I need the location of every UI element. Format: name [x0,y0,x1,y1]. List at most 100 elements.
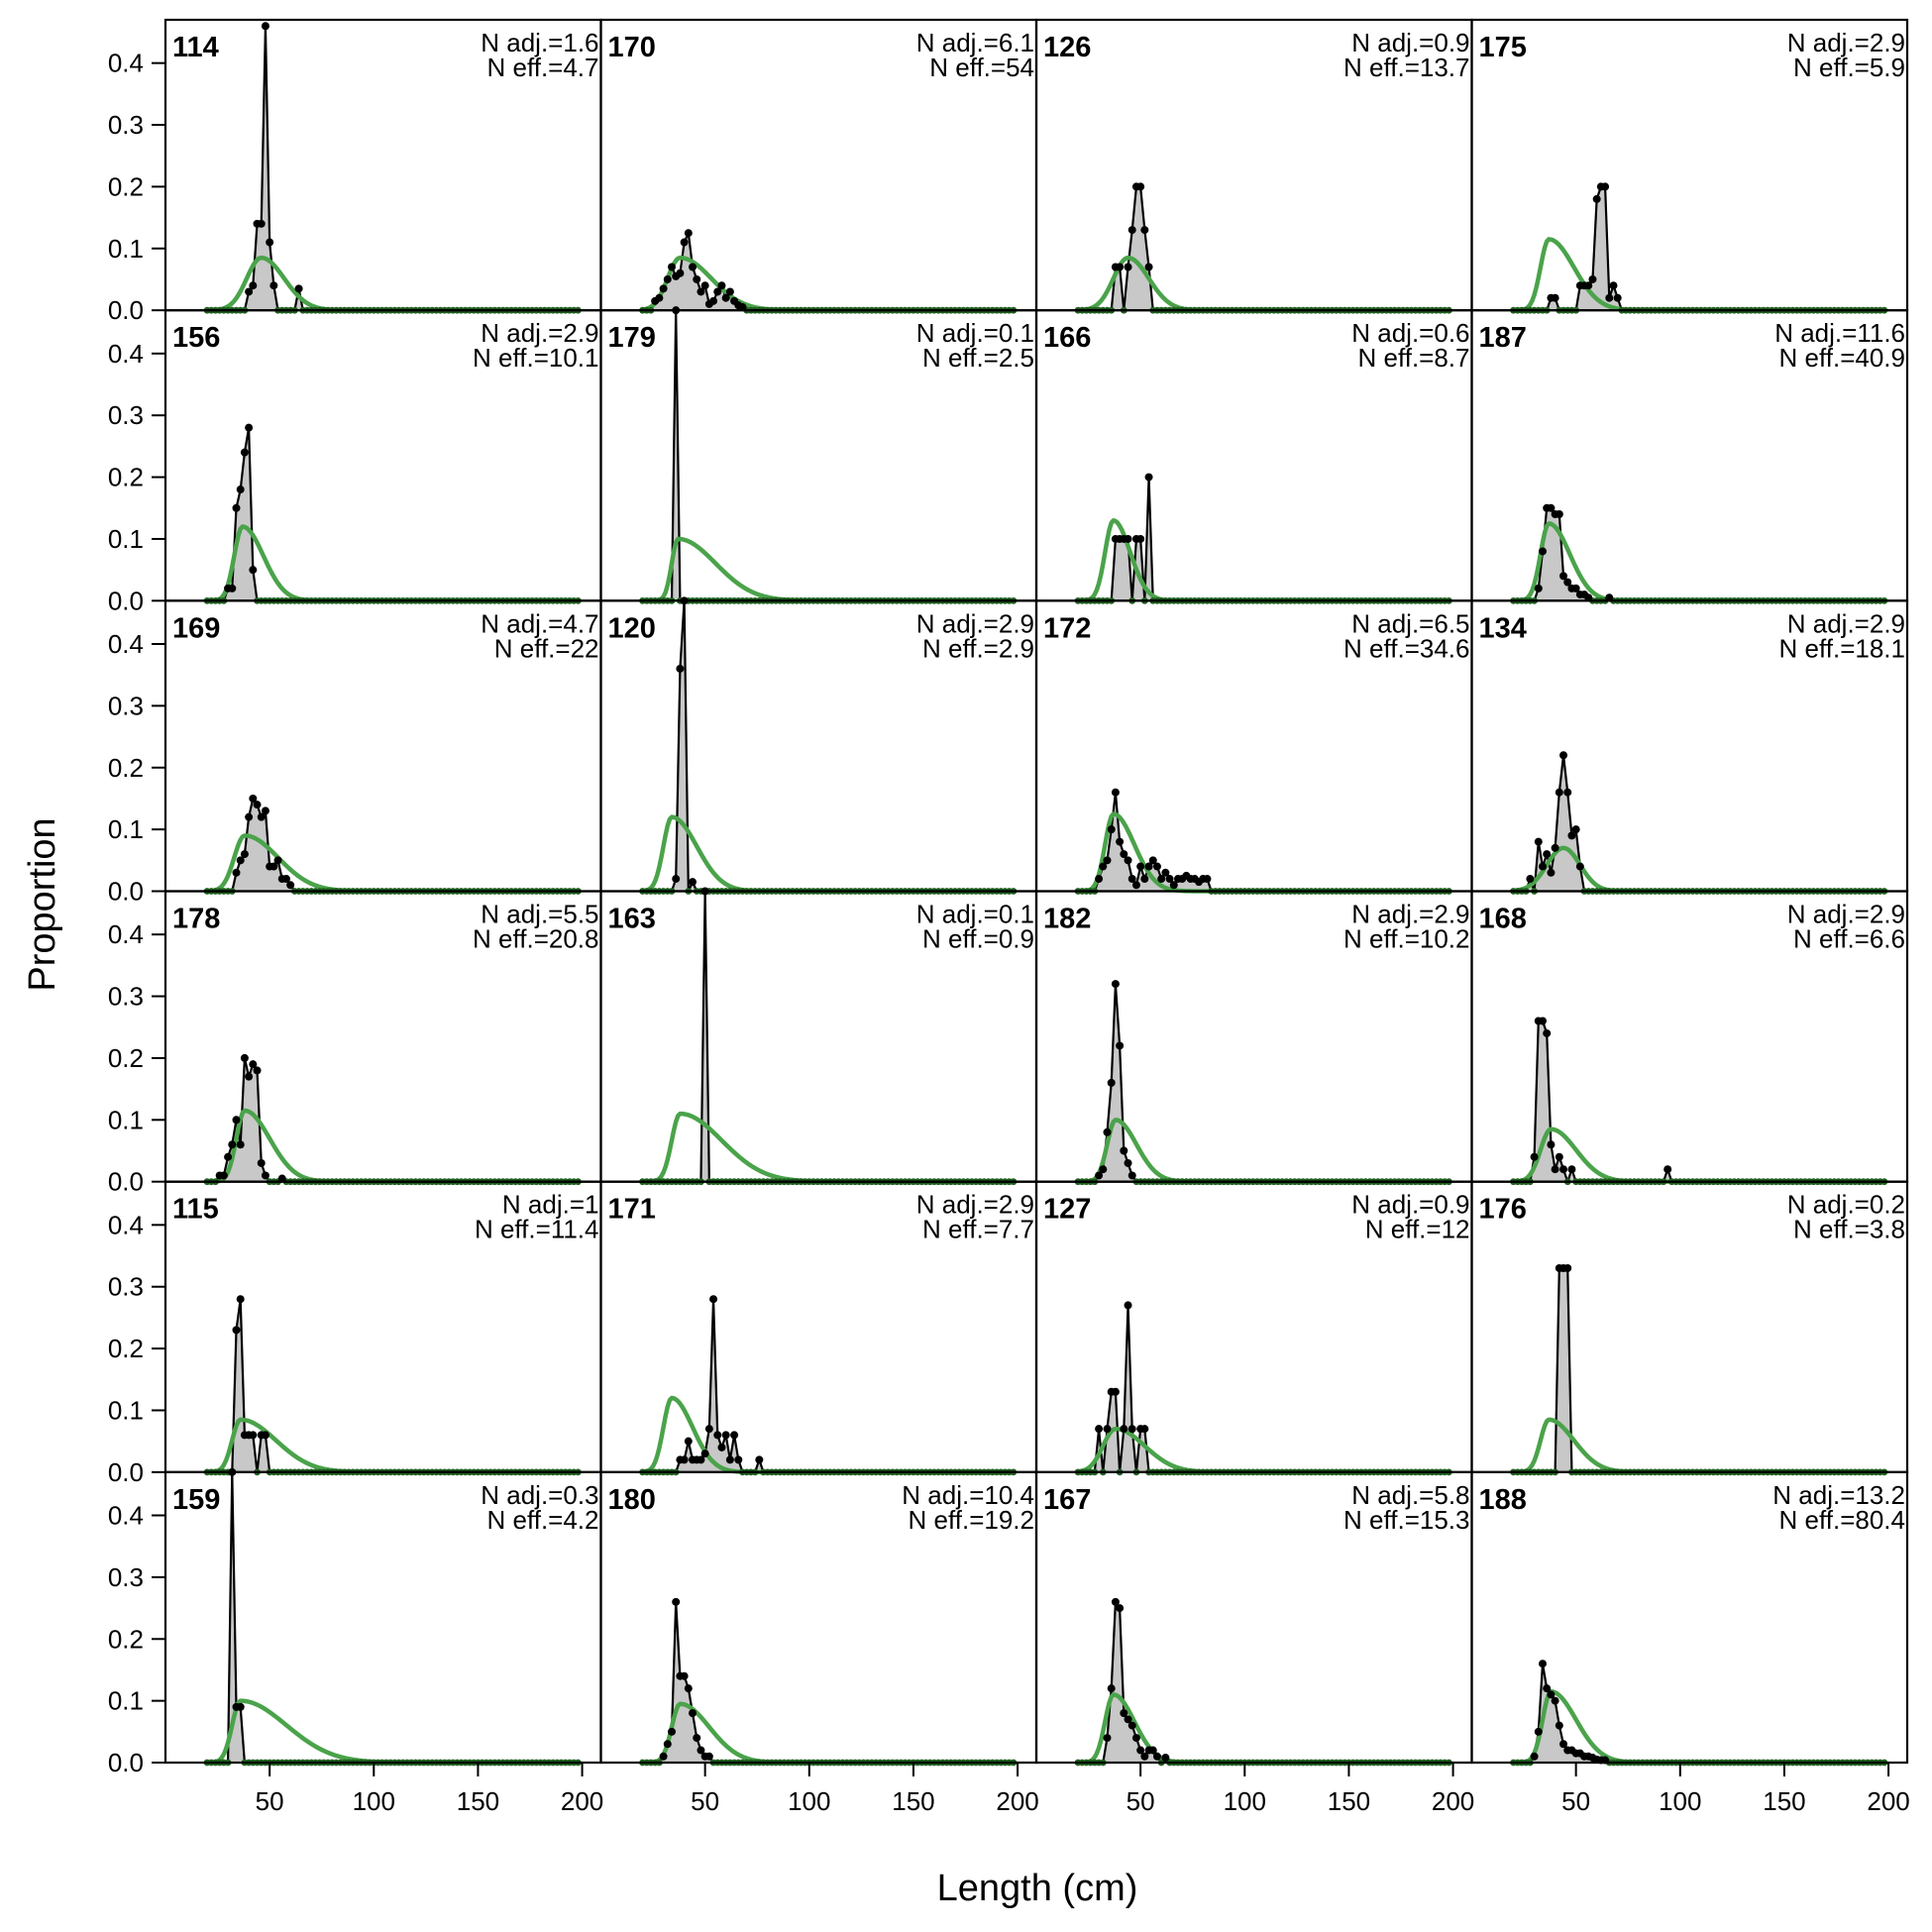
y-tick-label: 0.1 [108,524,144,554]
x-tick-label: 200 [1432,1786,1474,1816]
observed-point [1107,1684,1116,1693]
observed-point [1165,875,1174,884]
n-eff-label: N eff.=20.8 [473,924,598,954]
observed-point [1203,875,1212,884]
observed-point [1095,875,1104,884]
observed-point [1095,1171,1104,1180]
y-tick-label: 0.4 [108,49,144,78]
n-eff-label: N eff.=0.9 [922,924,1034,954]
panel-id-label: 167 [1043,1484,1091,1516]
observed-point [1140,875,1149,884]
y-tick-label: 0.4 [108,339,144,369]
observed-point [1136,182,1145,191]
n-adj-label: N adj.=0.9 [1351,28,1469,57]
x-tick-label: 100 [353,1786,395,1816]
observed-point [232,1326,241,1335]
observed-point [245,1072,254,1081]
observed-point [1588,274,1597,283]
x-tick-label: 200 [1867,1786,1909,1816]
y-tick-label: 0.3 [108,400,144,430]
observed-point [1124,1158,1132,1167]
observed-point [1551,1696,1559,1705]
observed-point [261,22,269,31]
observed-point [713,1431,722,1440]
panel-id-label: 171 [608,1194,656,1226]
observed-point [1547,503,1556,512]
panel-id-label: 187 [1479,322,1527,354]
x-tick-label: 200 [996,1786,1038,1816]
observed-point [1144,263,1153,271]
n-eff-label: N eff.=40.9 [1779,343,1905,373]
panel-178: 178 N adj.=5.5N eff.=20.8 0.0 0.1 0.2 0.3 0.4 [108,890,602,1197]
observed-point [684,1437,693,1446]
observed-point [1609,281,1618,290]
panel-182: 182 N adj.=2.9N eff.=10.2 [1034,890,1473,1186]
observed-point [709,1295,718,1304]
observed-point [1136,1746,1145,1755]
observed-point [1111,1387,1120,1396]
observed-point [1103,1127,1112,1136]
observed-point [1530,1152,1539,1161]
observed-point [1116,1041,1125,1050]
panel-179: 179 N adj.=0.1N eff.=2.5 [599,306,1038,604]
observed-point [1526,875,1535,884]
observed-point [273,856,282,865]
panel-frame [1470,1470,1909,1765]
panel-156: 156 N adj.=2.9N eff.=10.1 0.0 0.1 0.2 0.3 0.4 [108,309,602,615]
observed-point [680,1455,689,1464]
observed-point [1124,1715,1132,1724]
observed-point [1538,1660,1547,1668]
y-tick-label: 0.1 [108,1105,144,1134]
observed-area [223,427,258,601]
y-tick-label: 0.2 [108,463,144,492]
observed-point [261,1431,269,1440]
observed-point [1563,1264,1572,1273]
observed-point [1120,850,1128,859]
x-tick-label: 100 [1224,1786,1266,1816]
observed-point [1127,1721,1136,1730]
observed-point [1111,788,1120,797]
observed-point [689,263,698,271]
observed-point [672,1597,681,1606]
observed-point [1547,1690,1556,1699]
panel-172: 172 N adj.=6.5N eff.=34.6 [1034,599,1473,895]
panels-layer: 114 N adj.=1.6N eff.=4.70.00.10.20.30.415… [108,18,1910,1816]
observed-point [245,287,254,296]
observed-point [249,794,258,803]
observed-point [1103,1734,1112,1743]
x-axis-title: Length (cm) [937,1868,1138,1909]
n-adj-label: N adj.=2.9 [1351,900,1469,929]
observed-point [680,238,689,247]
observed-point [1605,593,1614,602]
panel-187: 187 N adj.=11.6N eff.=40.9 [1470,309,1909,604]
panel-180: 180 N adj.=10.4N eff.=19.2 50 100 150 200 [599,1470,1039,1816]
panel-id-label: 127 [1043,1194,1091,1226]
observed-point [240,1053,249,1062]
x-tick-label: 50 [691,1786,719,1816]
x-tick-label: 100 [788,1786,830,1816]
n-adj-label: N adj.=1 [502,1190,599,1220]
observed-point [228,584,237,592]
observed-point [257,812,266,821]
observed-point [700,1449,709,1458]
observed-point [1555,510,1563,519]
panel-id-label: 134 [1479,612,1527,644]
panel-166: 166 N adj.=0.6N eff.=8.7 [1034,309,1473,604]
observed-point [1152,862,1161,871]
y-tick-label: 0.0 [108,877,144,907]
y-tick-label: 0.4 [108,1210,144,1239]
observed-point [253,801,262,809]
observed-point [1543,1684,1552,1693]
y-tick-label: 0.4 [108,1501,144,1531]
observed-point [1144,473,1153,482]
observed-point [1099,1165,1108,1174]
observed-point [1111,980,1120,989]
y-tick-label: 0.3 [108,691,144,720]
observed-line [1093,1305,1150,1472]
observed-point [755,1455,764,1464]
observed-point [717,281,726,290]
observed-point [1571,825,1580,834]
y-tick-label: 0.0 [108,1167,144,1197]
observed-point [725,1455,734,1464]
n-adj-label: N adj.=2.9 [916,608,1034,638]
